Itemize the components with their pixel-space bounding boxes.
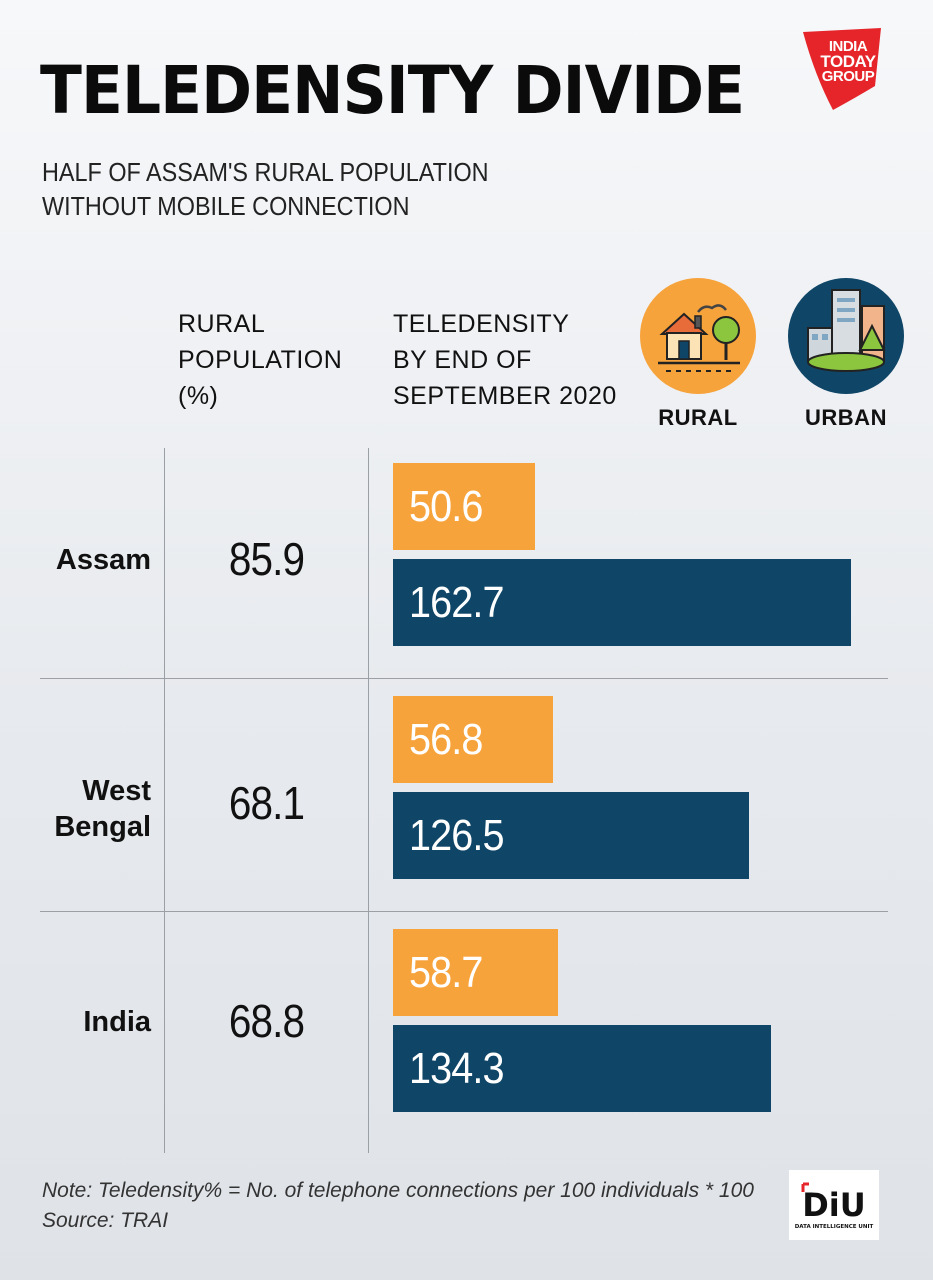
row-divider-2 xyxy=(40,911,888,912)
row-label-west-bengal: West Bengal xyxy=(1,773,151,845)
village-house-icon xyxy=(640,278,756,394)
logo-line-1: INDIA xyxy=(828,38,868,55)
diu-logo-subtext: DATA INTELLIGENCE UNIT xyxy=(795,1224,874,1230)
bar-label-urban-assam: 162.7 xyxy=(409,577,504,627)
rural-population-header-line-3: (%) xyxy=(178,382,219,410)
diu-logo: DiU DATA INTELLIGENCE UNIT xyxy=(789,1170,879,1240)
india-today-logo xyxy=(803,28,881,110)
subtitle-line-1: HALF OF ASSAM'S RURAL POPULATION xyxy=(42,157,489,187)
row-label-assam-text: Assam xyxy=(55,544,151,576)
bar-label-rural-assam: 50.6 xyxy=(409,481,483,531)
bar-label-rural-india: 58.7 xyxy=(409,947,483,997)
logo-line-3: GROUP xyxy=(821,68,875,85)
teledensity-header-line-2: BY END OF xyxy=(393,346,532,374)
logo-line-2: TODAY xyxy=(820,52,876,71)
column-divider-left xyxy=(164,448,165,1153)
rural-pop-value-india: 68.8 xyxy=(228,995,305,1047)
footer-note: Note: Teledensity% = No. of telephone co… xyxy=(42,1176,754,1236)
teledensity-note: Note: Teledensity% = No. of telephone co… xyxy=(42,1179,754,1202)
row-divider-1 xyxy=(40,678,888,679)
subtitle-line-2: WITHOUT MOBILE CONNECTION xyxy=(42,191,410,221)
rural-population-header-line-2: POPULATION xyxy=(178,346,343,374)
row-label-india-text: India xyxy=(83,1006,151,1038)
city-buildings-icon xyxy=(788,278,904,394)
bar-label-rural-west-bengal: 56.8 xyxy=(409,714,483,764)
logo-shape xyxy=(803,28,881,110)
source-note: Source: TRAI xyxy=(42,1209,169,1232)
row-label-west-bengal-line-1: West xyxy=(82,775,151,807)
row-label-india: India xyxy=(1,1004,151,1040)
row-label-assam: Assam xyxy=(1,542,151,578)
legend-rural-label: RURAL xyxy=(658,405,738,430)
teledensity-header-line-1: TELEDENSITY xyxy=(393,310,570,338)
rural-pop-value-assam: 85.9 xyxy=(228,533,305,585)
rural-population-header-line-1: RURAL xyxy=(178,310,266,338)
bar-rural-assam: 50.6 xyxy=(393,463,535,550)
rural-population-header: RURAL POPULATION (%) xyxy=(178,306,342,414)
bar-label-urban-india: 134.3 xyxy=(409,1043,504,1093)
bar-urban-assam: 162.7 xyxy=(393,559,851,646)
bar-urban-india: 134.3 xyxy=(393,1025,771,1112)
bar-urban-west-bengal: 126.5 xyxy=(393,792,749,879)
teledensity-header-line-3: SEPTEMBER 2020 xyxy=(393,382,617,410)
legend-urban-label: URBAN xyxy=(805,405,887,430)
rural-pop-value-west-bengal: 68.1 xyxy=(228,777,305,829)
bar-label-urban-west-bengal: 126.5 xyxy=(409,810,504,860)
bar-rural-india: 58.7 xyxy=(393,929,558,1016)
row-label-west-bengal-line-2: Bengal xyxy=(54,811,151,843)
column-divider-right xyxy=(368,448,369,1153)
chart-subtitle: HALF OF ASSAM'S RURAL POPULATION WITHOUT… xyxy=(42,155,546,223)
teledensity-header: TELEDENSITY BY END OF SEPTEMBER 2020 xyxy=(393,306,617,414)
india-today-logo-text: INDIA TODAY GROUP xyxy=(813,38,883,85)
bar-rural-west-bengal: 56.8 xyxy=(393,696,553,783)
diu-logo-text: DiU xyxy=(802,1186,866,1224)
chart-title: TELEDENSITY DIVIDE xyxy=(40,52,745,129)
